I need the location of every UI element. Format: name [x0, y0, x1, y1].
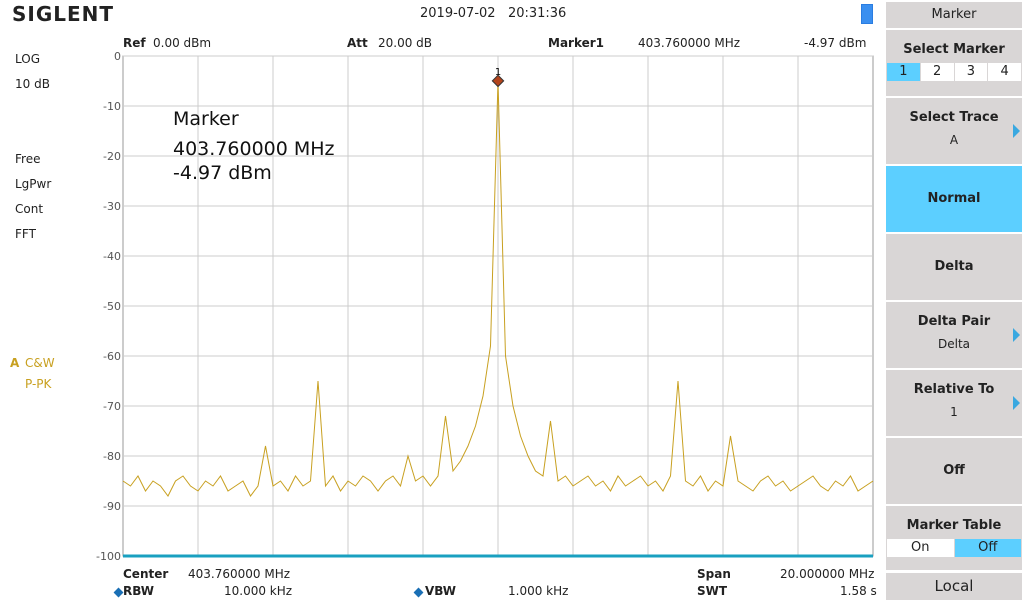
option[interactable]: 4 — [988, 63, 1021, 81]
menu-label: Select Marker — [903, 42, 1005, 57]
scale: 10 dB — [15, 77, 50, 91]
menu-item[interactable]: Normal — [886, 166, 1022, 232]
menu-label: Select Trace — [909, 110, 999, 125]
menu-item[interactable]: Marker Table On Off — [886, 506, 1022, 570]
swt-label: SWT — [697, 584, 728, 598]
marker-level: -4.97 dBm — [804, 36, 867, 50]
span: 20.000000 MHz — [780, 567, 875, 581]
rbw-label: RBW — [123, 584, 154, 598]
chart: 0 -10 -20 -30 -40 -50 -60 -70 -80 -90 -100 1 Marker 4… — [96, 50, 874, 563]
options: On Off — [886, 539, 1022, 557]
vbw: 1.000 kHz — [508, 584, 569, 598]
annotation: Marker — [173, 108, 239, 130]
y-tick-label: -10 — [103, 100, 121, 113]
trace-mode: C&W — [25, 356, 55, 370]
menu-label: Marker Table — [906, 518, 1002, 533]
marker — [491, 74, 505, 88]
mode: Free — [15, 152, 41, 166]
mode: LgPwr — [15, 177, 52, 191]
menu-item[interactable]: Relative To 1 — [886, 370, 1022, 436]
datetime: 2019-07-02 20:31:36 — [420, 6, 567, 21]
menu-value: A — [949, 133, 959, 147]
menu-label: Relative To — [913, 382, 995, 397]
center: 403.760000 MHz — [188, 567, 291, 581]
annotation: 403.760000 MHz — [173, 138, 335, 160]
brand: SIGLENT — [12, 2, 115, 26]
menu-value: 1 — [950, 405, 958, 419]
att: 20.00 dB — [378, 36, 433, 50]
y-tick-label: -30 — [103, 200, 121, 213]
ref: 0.00 dBm — [153, 36, 212, 50]
menu-title: Marker — [886, 2, 1022, 28]
menu-item[interactable]: Delta — [886, 234, 1022, 300]
span-label: Span — [697, 567, 731, 581]
mode: FFT — [15, 227, 36, 241]
ref-label: Ref — [123, 36, 146, 50]
menu-item[interactable]: Off — [886, 438, 1022, 504]
menu-item[interactable]: Delta Pair Delta — [886, 302, 1022, 368]
menu-item[interactable]: Local — [886, 573, 1022, 600]
option[interactable]: Off — [954, 539, 1021, 557]
y-tick-label: -90 — [103, 500, 121, 513]
arrow — [1013, 124, 1020, 138]
swt: 1.58 s — [840, 584, 877, 598]
y-tick-label: -60 — [103, 350, 121, 363]
option[interactable]: 3 — [954, 63, 988, 81]
center-label: Center — [123, 567, 169, 581]
y-tick-label: -40 — [103, 250, 121, 263]
mode: Cont — [15, 202, 44, 216]
marker-label: 1 — [495, 67, 501, 78]
vbw-label: VBW — [425, 584, 457, 598]
y-tick-label: -70 — [103, 400, 121, 413]
y-tick-label: -20 — [103, 150, 121, 163]
option[interactable]: 2 — [920, 63, 954, 81]
arrow — [1013, 396, 1020, 410]
y-tick-label: -80 — [103, 450, 121, 463]
y-tick-label: -100 — [96, 550, 121, 563]
att-label: Att — [347, 36, 368, 50]
menu-value: Delta — [937, 337, 970, 351]
marker-label: Marker1 — [548, 36, 605, 50]
menu-item[interactable]: Select Marker 1 2 3 4 — [886, 30, 1022, 96]
menu-item[interactable]: Select Trace A — [886, 98, 1022, 164]
y-tick-label: 0 — [114, 50, 121, 63]
scale: LOG — [15, 52, 41, 66]
option[interactable]: On — [887, 539, 954, 557]
option[interactable]: 1 — [887, 63, 920, 81]
annotation: -4.97 dBm — [173, 162, 272, 184]
detector: P-PK — [25, 377, 52, 391]
arrow — [1013, 328, 1020, 342]
options: 1 2 3 4 — [886, 63, 1022, 81]
rbw: 10.000 kHz — [224, 584, 293, 598]
y-tick-label: -50 — [103, 300, 121, 313]
menu-label: Delta Pair — [917, 314, 991, 329]
marker-freq: 403.760000 MHz — [638, 36, 741, 50]
trace: A — [10, 356, 20, 370]
battery-icon — [861, 4, 873, 24]
